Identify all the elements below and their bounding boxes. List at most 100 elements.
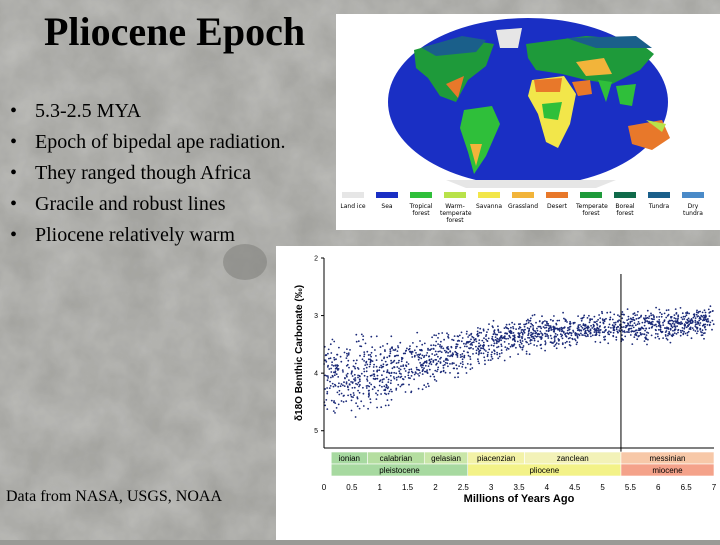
- data-point: [707, 318, 709, 320]
- data-point: [702, 323, 705, 326]
- data-point: [371, 388, 374, 391]
- data-point: [450, 354, 453, 357]
- data-point: [477, 334, 480, 337]
- data-point: [650, 326, 653, 329]
- data-point: [477, 347, 479, 350]
- data-point: [622, 339, 624, 341]
- data-point: [500, 343, 503, 346]
- data-point: [703, 309, 706, 312]
- data-point: [434, 350, 437, 353]
- data-point: [421, 363, 423, 366]
- data-point: [437, 355, 439, 358]
- data-point: [382, 370, 385, 373]
- data-point: [477, 360, 480, 363]
- data-point: [391, 346, 393, 349]
- data-point: [362, 335, 365, 337]
- data-point: [708, 312, 711, 314]
- data-point: [634, 324, 637, 327]
- data-point: [513, 323, 516, 326]
- data-point: [687, 330, 690, 333]
- data-point: [425, 386, 427, 388]
- data-point: [568, 328, 571, 331]
- data-point: [679, 323, 682, 325]
- data-point: [503, 336, 506, 338]
- data-point: [656, 333, 659, 335]
- data-point: [461, 358, 464, 361]
- data-point: [375, 392, 377, 395]
- data-point: [363, 355, 365, 358]
- data-point: [694, 321, 697, 323]
- data-point: [538, 325, 541, 328]
- data-point: [382, 345, 384, 347]
- data-point: [566, 329, 569, 332]
- data-point: [683, 324, 686, 327]
- data-point: [420, 357, 423, 360]
- data-point: [616, 320, 619, 322]
- data-point: [688, 312, 690, 315]
- data-point: [440, 370, 443, 373]
- data-point: [506, 347, 509, 349]
- y-tick-label: 3: [314, 313, 318, 320]
- data-point: [626, 324, 629, 327]
- data-point: [435, 334, 437, 337]
- data-point: [455, 353, 458, 356]
- data-point: [350, 409, 353, 412]
- band-miocene: [620, 463, 715, 477]
- data-point: [539, 344, 542, 347]
- data-point: [373, 375, 376, 377]
- data-point: [416, 354, 419, 356]
- data-point: [325, 354, 327, 356]
- data-point: [345, 382, 348, 385]
- data-point: [547, 337, 550, 339]
- data-point: [657, 335, 659, 338]
- data-point: [525, 319, 528, 322]
- data-point: [457, 335, 460, 338]
- data-point: [553, 315, 555, 317]
- data-point: [690, 337, 693, 340]
- data-point: [542, 320, 545, 323]
- data-point: [390, 379, 392, 382]
- data-point: [450, 345, 453, 348]
- data-point: [380, 393, 382, 395]
- x-tick-label: 0: [322, 483, 327, 492]
- data-point: [567, 327, 569, 329]
- data-point: [501, 337, 504, 340]
- x-tick-label: 3: [489, 483, 494, 492]
- data-point: [325, 399, 328, 401]
- pliocene-vegetation-map: Land ice Sea Tropical forest Warm-temper…: [336, 14, 720, 230]
- data-point: [420, 365, 422, 367]
- data-point: [436, 368, 439, 371]
- data-point: [498, 355, 501, 358]
- data-point: [633, 336, 636, 338]
- data-point: [694, 323, 697, 326]
- data-point: [632, 326, 635, 329]
- data-point: [571, 337, 574, 340]
- data-point: [659, 329, 662, 331]
- data-point: [469, 340, 471, 343]
- data-point: [706, 324, 709, 326]
- y-axis-label: δ18O Benthic Carbonate (‰): [294, 285, 305, 421]
- data-point: [601, 331, 604, 334]
- data-point: [582, 328, 585, 331]
- data-point: [687, 317, 690, 320]
- band-label: pleistocene: [379, 466, 420, 475]
- data-point: [544, 340, 547, 343]
- data-point: [375, 355, 377, 357]
- data-point: [518, 344, 521, 346]
- data-point: [495, 339, 498, 342]
- data-point: [665, 309, 668, 312]
- data-point: [675, 333, 678, 335]
- bullet-text: 5.3-2.5 MYA: [35, 100, 142, 122]
- data-point: [492, 333, 495, 336]
- data-point: [469, 343, 472, 346]
- data-point: [492, 319, 495, 322]
- data-point: [682, 315, 685, 318]
- data-point: [471, 335, 474, 338]
- data-point: [589, 332, 592, 335]
- data-point: [533, 339, 536, 342]
- data-point: [355, 340, 358, 343]
- data-point: [703, 337, 705, 340]
- epoch-bands: pleistocene pliocene miocene: [330, 463, 715, 477]
- x-tick-label: 2.5: [458, 483, 470, 492]
- data-point: [453, 367, 456, 370]
